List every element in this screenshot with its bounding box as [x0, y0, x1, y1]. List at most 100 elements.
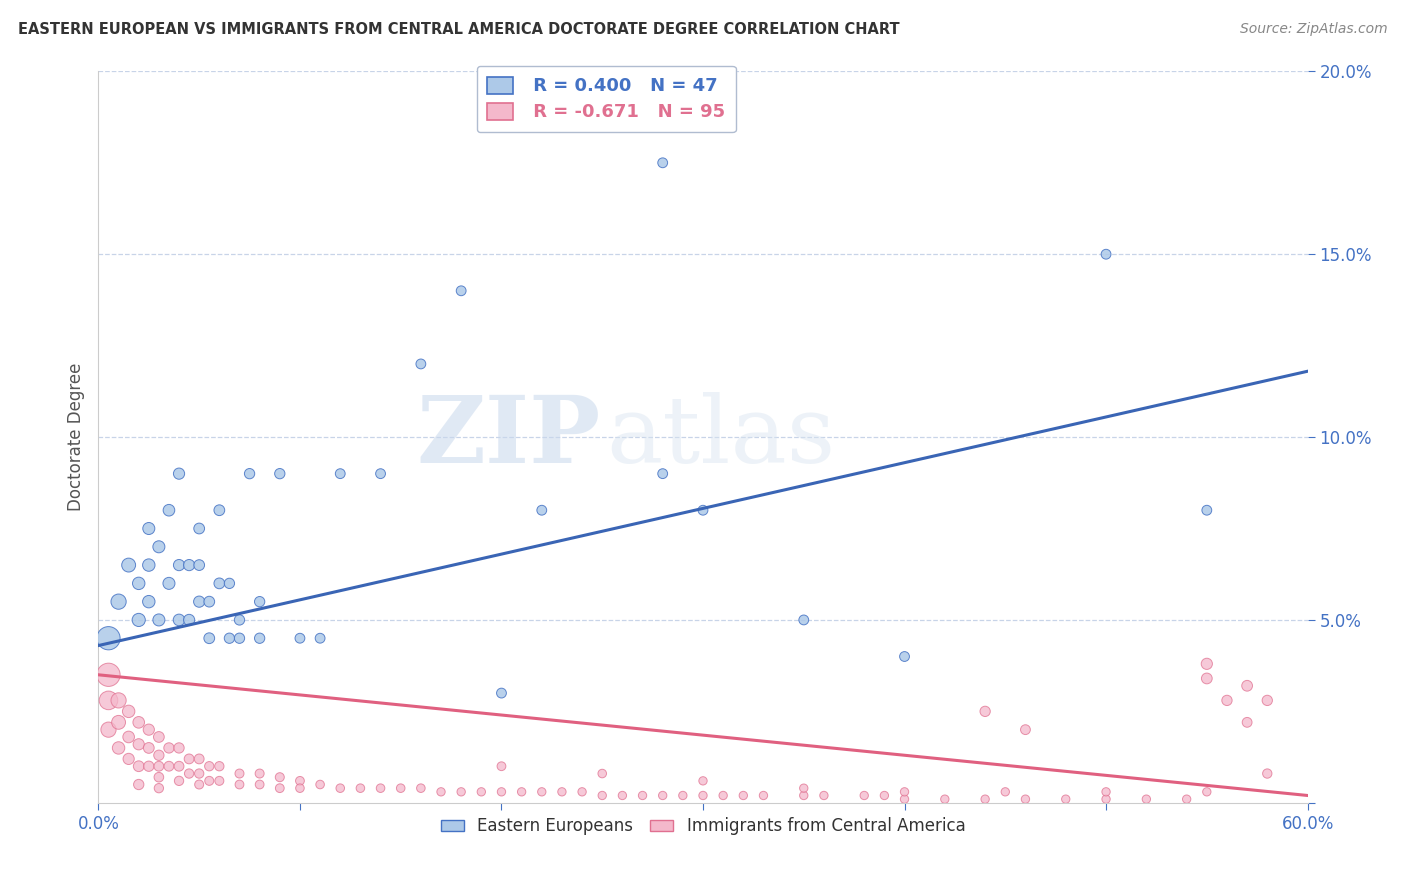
Point [571, 785, 593, 799]
Point [188, 558, 211, 573]
Point [269, 781, 291, 796]
Point [349, 781, 371, 796]
Point [128, 613, 150, 627]
Point [1195, 503, 1218, 517]
Point [1195, 672, 1218, 686]
Text: Source: ZipAtlas.com: Source: ZipAtlas.com [1240, 22, 1388, 37]
Point [793, 789, 815, 803]
Point [1236, 679, 1258, 693]
Point [269, 467, 291, 481]
Point [239, 467, 262, 481]
Point [329, 781, 352, 796]
Point [179, 558, 201, 573]
Point [148, 759, 170, 773]
Point [1175, 792, 1198, 806]
Point [752, 789, 775, 803]
Point [97, 723, 120, 737]
Point [491, 759, 513, 773]
Point [692, 789, 714, 803]
Point [228, 632, 250, 646]
Point [118, 558, 141, 573]
Point [470, 785, 492, 799]
Point [138, 759, 160, 773]
Point [711, 789, 734, 803]
Point [249, 778, 271, 792]
Point [198, 632, 221, 646]
Point [148, 770, 170, 784]
Point [148, 540, 170, 554]
Point [228, 778, 250, 792]
Point [148, 748, 170, 763]
Point [893, 649, 915, 664]
Point [893, 792, 915, 806]
Text: EASTERN EUROPEAN VS IMMIGRANTS FROM CENTRAL AMERICA DOCTORATE DEGREE CORRELATION: EASTERN EUROPEAN VS IMMIGRANTS FROM CENT… [18, 22, 900, 37]
Point [128, 737, 150, 751]
Point [249, 766, 271, 780]
Point [793, 781, 815, 796]
Point [1095, 247, 1118, 261]
Point [167, 740, 190, 755]
Point [208, 576, 231, 591]
Point [530, 785, 553, 799]
Point [591, 789, 613, 803]
Point [651, 156, 673, 170]
Point [167, 467, 190, 481]
Point [1195, 785, 1218, 799]
Point [138, 723, 160, 737]
Point [148, 613, 170, 627]
Point [97, 693, 120, 707]
Point [1256, 766, 1278, 780]
Point [1216, 693, 1239, 707]
Point [138, 521, 160, 535]
Point [288, 773, 311, 788]
Point [107, 594, 129, 608]
Point [994, 785, 1017, 799]
Point [157, 759, 180, 773]
Point [530, 503, 553, 517]
Point [208, 759, 231, 773]
Point [491, 686, 513, 700]
Point [218, 632, 240, 646]
Point [188, 752, 211, 766]
Point [269, 770, 291, 784]
Point [430, 785, 453, 799]
Point [1014, 792, 1036, 806]
Point [873, 789, 896, 803]
Point [591, 766, 613, 780]
Point [1195, 657, 1218, 671]
Point [208, 503, 231, 517]
Point [631, 789, 654, 803]
Point [409, 357, 432, 371]
Point [793, 613, 815, 627]
Point [107, 715, 129, 730]
Point [249, 594, 271, 608]
Point [107, 693, 129, 707]
Text: ZIP: ZIP [416, 392, 600, 482]
Y-axis label: Doctorate Degree: Doctorate Degree [66, 363, 84, 511]
Point [450, 785, 472, 799]
Point [157, 503, 180, 517]
Point [1095, 792, 1118, 806]
Point [612, 789, 634, 803]
Point [228, 613, 250, 627]
Point [692, 503, 714, 517]
Point [974, 705, 997, 719]
Point [1236, 715, 1258, 730]
Point [198, 759, 221, 773]
Point [370, 467, 392, 481]
Point [167, 759, 190, 773]
Point [551, 785, 574, 799]
Point [188, 521, 211, 535]
Point [309, 778, 332, 792]
Point [157, 576, 180, 591]
Point [128, 715, 150, 730]
Point [409, 781, 432, 796]
Point [118, 730, 141, 744]
Point [118, 705, 141, 719]
Point [1095, 785, 1118, 799]
Point [208, 773, 231, 788]
Point [651, 467, 673, 481]
Point [198, 773, 221, 788]
Point [167, 613, 190, 627]
Point [179, 613, 201, 627]
